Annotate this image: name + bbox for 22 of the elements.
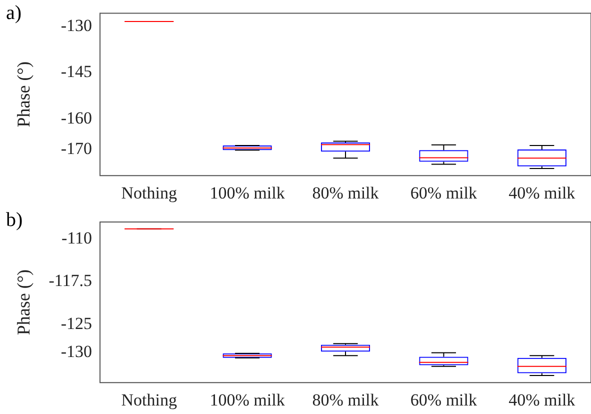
x-tick-label: Nothing [121,390,178,410]
y-axis-title: Phase (°) [14,269,34,336]
x-tick-label: 60% milk [410,183,478,202]
x-tick-label: 100% milk [210,183,286,202]
y-axis-title: Phase (°) [14,62,34,128]
y-tick-label: -145 [60,62,92,82]
y-tick-label: -130 [60,16,92,36]
x-tick-label: 60% milk [410,390,478,410]
text: a) [6,2,22,25]
x-tick-label: Nothing [121,183,178,202]
x-tick-label: 80% milk [312,183,380,202]
x-tick-label: 40% milk [508,390,576,410]
x-tick-label: 40% milk [508,183,576,202]
x-tick-label: 80% milk [312,390,380,410]
x-tick-label: 100% milk [210,390,286,410]
y-tick-label: -110 [61,228,92,248]
y-tick-label: -170 [60,138,92,158]
text: b) [6,209,23,232]
y-tick-label: -125 [60,314,92,333]
y-tick-label: -130 [60,342,92,362]
y-tick-label: -117.5 [48,271,92,290]
y-tick-label: -160 [60,108,92,128]
